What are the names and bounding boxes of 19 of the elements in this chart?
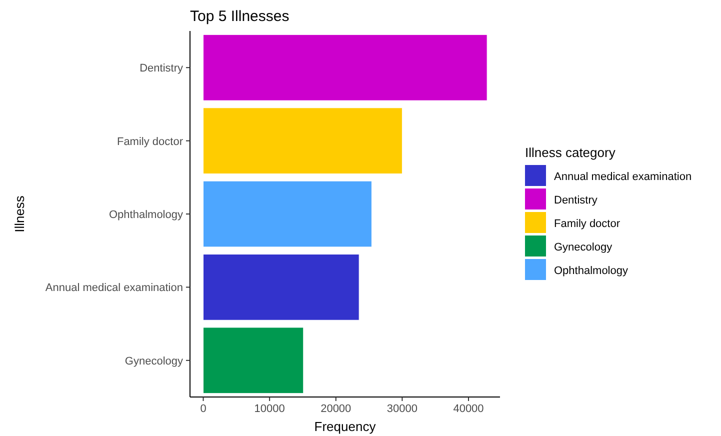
- x-tick-label: 30000: [386, 403, 418, 415]
- y-tick-label: Ophthalmology: [109, 209, 184, 221]
- x-tick-label: 0: [200, 403, 206, 415]
- x-tick-label: 40000: [453, 403, 484, 415]
- chart-title: Top 5 Illnesses: [190, 8, 290, 25]
- y-axis-title: Illness: [12, 195, 27, 232]
- x-tick-label: 10000: [254, 403, 285, 415]
- legend-label: Dentistry: [554, 194, 598, 206]
- y-tick-label: Dentistry: [140, 62, 184, 75]
- legend-label: Gynecology: [554, 242, 613, 254]
- y-tick-label: Annual medical examination: [45, 282, 183, 294]
- legend-label: Family doctor: [554, 218, 620, 230]
- x-tick-label: 20000: [320, 403, 352, 415]
- legend-label: Annual medical examination: [554, 171, 692, 183]
- y-tick-label: Family doctor: [116, 136, 184, 148]
- x-axis-title: Frequency: [314, 419, 376, 434]
- y-tick-label: Gynecology: [124, 355, 184, 368]
- legend-label: Ophthalmology: [554, 265, 628, 277]
- legend-title: Illness category: [525, 145, 616, 160]
